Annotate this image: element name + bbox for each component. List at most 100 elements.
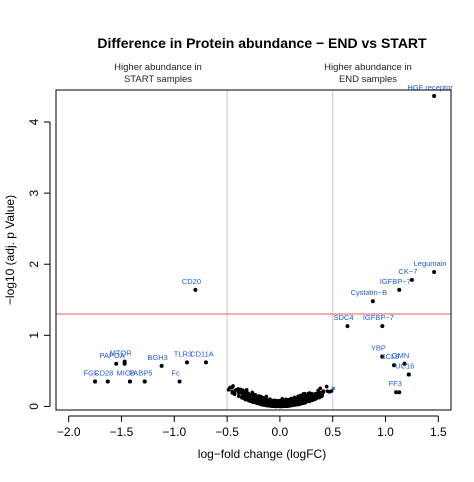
point-labeled — [203, 360, 208, 365]
region-label-left-line2: START samples — [124, 74, 192, 85]
point-label: FGF — [84, 369, 99, 378]
point — [319, 391, 324, 396]
point-label: GMN — [392, 351, 410, 360]
point — [316, 388, 320, 393]
chart-title: Difference in Protein abundance − END vs… — [97, 35, 427, 51]
point — [285, 399, 290, 404]
point — [302, 400, 307, 405]
point-label: CD28 — [94, 369, 113, 378]
point — [252, 394, 256, 399]
point-labeled — [406, 372, 411, 377]
point — [250, 390, 255, 395]
x-tick-label: 0.0 — [272, 425, 289, 439]
y-tick-label: 0 — [27, 403, 41, 410]
point-label: TLR3 — [174, 349, 192, 358]
point — [304, 395, 309, 399]
point-labeled — [159, 363, 164, 368]
point — [324, 384, 329, 389]
point-labeled — [409, 277, 414, 282]
point — [243, 397, 248, 401]
point — [230, 389, 234, 393]
point — [307, 399, 312, 404]
point-labeled — [394, 390, 399, 395]
point-label: YBP — [371, 344, 386, 353]
point-labeled — [127, 379, 132, 384]
point-label: FF3 — [389, 379, 402, 388]
point — [267, 402, 271, 407]
point — [226, 388, 231, 392]
point — [240, 395, 245, 399]
point-label: MTOR — [110, 349, 133, 358]
point — [299, 400, 303, 405]
x-tick-label: −0.5 — [215, 425, 239, 439]
point — [289, 402, 293, 406]
x-tick-label: 1.0 — [377, 425, 394, 439]
point — [244, 388, 249, 392]
point-label: CD20 — [182, 277, 201, 286]
x-tick-label: −1.5 — [110, 425, 134, 439]
point-labeled — [93, 379, 98, 384]
point-labeled — [402, 361, 407, 366]
y-tick-label: 4 — [27, 118, 41, 125]
point — [308, 394, 313, 398]
point — [247, 396, 252, 400]
point — [262, 401, 266, 405]
point-labeled — [397, 390, 402, 395]
point-label: IGFBP−7 — [363, 313, 394, 322]
point — [281, 402, 286, 406]
x-tick-label: −2.0 — [57, 425, 81, 439]
point-labeled — [432, 270, 437, 275]
point-labeled — [184, 360, 189, 365]
point-labeled — [114, 361, 119, 366]
point — [236, 387, 241, 391]
point — [236, 390, 241, 395]
point-label: Fc — [171, 369, 180, 378]
plot-frame — [55, 89, 452, 411]
point — [236, 394, 241, 398]
y-tick-label: 3 — [27, 189, 41, 196]
point-labeled — [432, 94, 437, 98]
region-label-right-line2: END samples — [339, 74, 397, 85]
point-label: MICB — [117, 369, 136, 378]
point — [316, 395, 320, 399]
point — [252, 397, 257, 402]
point — [270, 401, 275, 406]
point-labeled — [105, 379, 110, 384]
x-tick-label: 1.5 — [430, 425, 447, 439]
y-axis-label: −log10 (adj. p Value) — [3, 195, 17, 305]
point-label: CD11A — [190, 349, 214, 358]
point-labeled — [177, 379, 182, 384]
point-label: UC16 — [395, 361, 414, 370]
point-label: FABP5 — [129, 369, 152, 378]
point-label: XCL9 — [381, 352, 400, 361]
point-label: PAPOA — [100, 351, 125, 360]
point — [278, 398, 282, 403]
point — [313, 396, 317, 401]
point-labeled — [380, 324, 385, 329]
point-label: IGFBP−7 — [380, 277, 411, 286]
point-label: HGF receptor — [407, 83, 453, 92]
region-label-left-line1: Higher abundance in — [114, 62, 202, 73]
point-labeled — [397, 287, 402, 292]
point-outside-cutoff — [331, 386, 336, 391]
point — [306, 391, 311, 396]
point-labeled — [370, 299, 375, 304]
point-label: SDC4 — [333, 313, 353, 322]
point — [316, 391, 321, 396]
point-label: Legumain — [414, 259, 447, 268]
y-tick-label: 1 — [27, 332, 41, 339]
point — [301, 392, 306, 396]
point — [275, 401, 280, 406]
x-axis-label: log−fold change (logFC) — [198, 447, 326, 461]
point — [328, 389, 332, 394]
region-label-right-line1: Higher abundance in — [324, 62, 412, 73]
y-tick-label: 2 — [27, 261, 41, 268]
point — [231, 384, 235, 388]
point — [257, 399, 261, 404]
point — [261, 395, 265, 400]
point — [292, 402, 297, 406]
point-labeled — [142, 379, 147, 384]
point-label: BGH3 — [147, 353, 167, 362]
point-label: Cystatin−B — [351, 288, 387, 297]
